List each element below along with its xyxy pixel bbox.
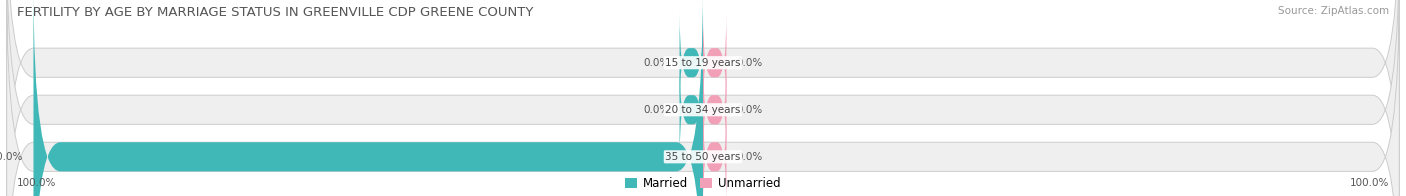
FancyBboxPatch shape (7, 0, 1399, 196)
Text: 0.0%: 0.0% (644, 105, 669, 115)
Text: Source: ZipAtlas.com: Source: ZipAtlas.com (1278, 6, 1389, 16)
FancyBboxPatch shape (679, 58, 703, 161)
Text: 20 to 34 years: 20 to 34 years (665, 105, 741, 115)
Text: 100.0%: 100.0% (0, 152, 24, 162)
FancyBboxPatch shape (7, 0, 1399, 196)
FancyBboxPatch shape (7, 0, 1399, 196)
Text: 0.0%: 0.0% (737, 58, 762, 68)
Text: 15 to 19 years: 15 to 19 years (665, 58, 741, 68)
Text: 0.0%: 0.0% (737, 152, 762, 162)
Text: 0.0%: 0.0% (644, 58, 669, 68)
Legend: Married, Unmarried: Married, Unmarried (626, 177, 780, 190)
Text: 100.0%: 100.0% (1350, 178, 1389, 188)
FancyBboxPatch shape (679, 11, 703, 114)
FancyBboxPatch shape (703, 11, 727, 114)
Text: 0.0%: 0.0% (737, 105, 762, 115)
Text: 35 to 50 years: 35 to 50 years (665, 152, 741, 162)
FancyBboxPatch shape (703, 105, 727, 196)
FancyBboxPatch shape (34, 0, 703, 196)
Text: FERTILITY BY AGE BY MARRIAGE STATUS IN GREENVILLE CDP GREENE COUNTY: FERTILITY BY AGE BY MARRIAGE STATUS IN G… (17, 6, 533, 19)
FancyBboxPatch shape (703, 58, 727, 161)
Text: 100.0%: 100.0% (17, 178, 56, 188)
